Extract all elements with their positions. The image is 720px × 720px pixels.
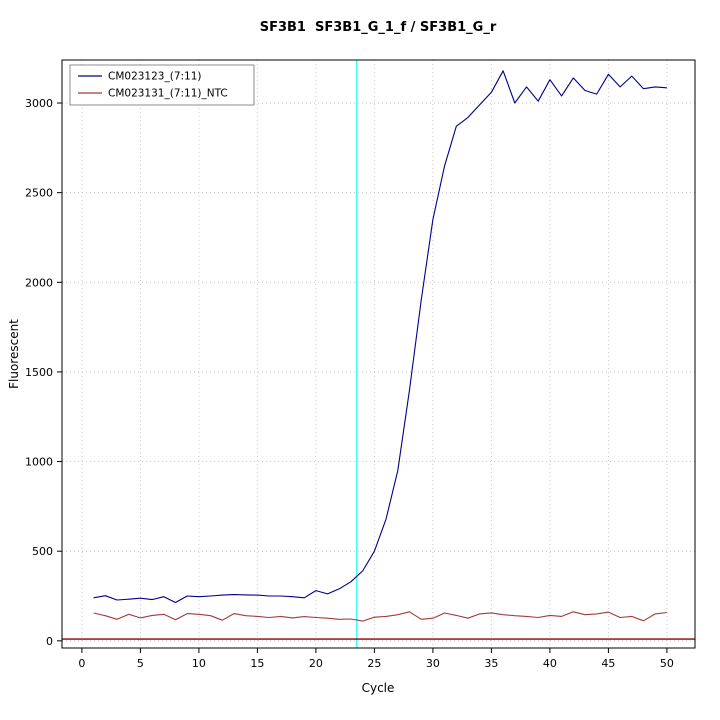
x-tick-label: 30 [426,657,440,670]
x-tick-label: 35 [484,657,498,670]
y-tick-label: 500 [32,545,53,558]
x-tick-label: 45 [601,657,615,670]
x-tick-label: 25 [367,657,381,670]
y-tick-label: 0 [46,635,53,648]
y-tick-label: 3000 [25,97,53,110]
legend-label: CM023131_(7:11)_NTC [108,88,228,100]
series-line-0 [93,70,667,604]
y-tick-label: 2000 [25,276,53,289]
x-tick-label: 0 [78,657,85,670]
x-axis-label: Cycle [361,681,395,695]
legend-box [69,64,255,106]
legend-label: CM023123_(7:11) [108,71,202,83]
chart-title: SF3B1 SF3B1_G_1_f / SF3B1_G_r [259,20,497,35]
x-tick-label: 50 [660,657,674,670]
x-tick-label: 40 [543,657,557,670]
x-tick-label: 15 [250,657,264,670]
y-tick-label: 2500 [25,187,53,200]
plot-border [61,59,696,649]
y-tick-label: 1000 [25,456,53,469]
x-tick-label: 5 [137,657,144,670]
y-axis-label: Fluorescent [7,319,21,389]
y-tick-label: 1500 [25,366,53,379]
x-tick-label: 10 [192,657,206,670]
series-line-1 [93,611,667,622]
x-tick-label: 20 [309,657,323,670]
